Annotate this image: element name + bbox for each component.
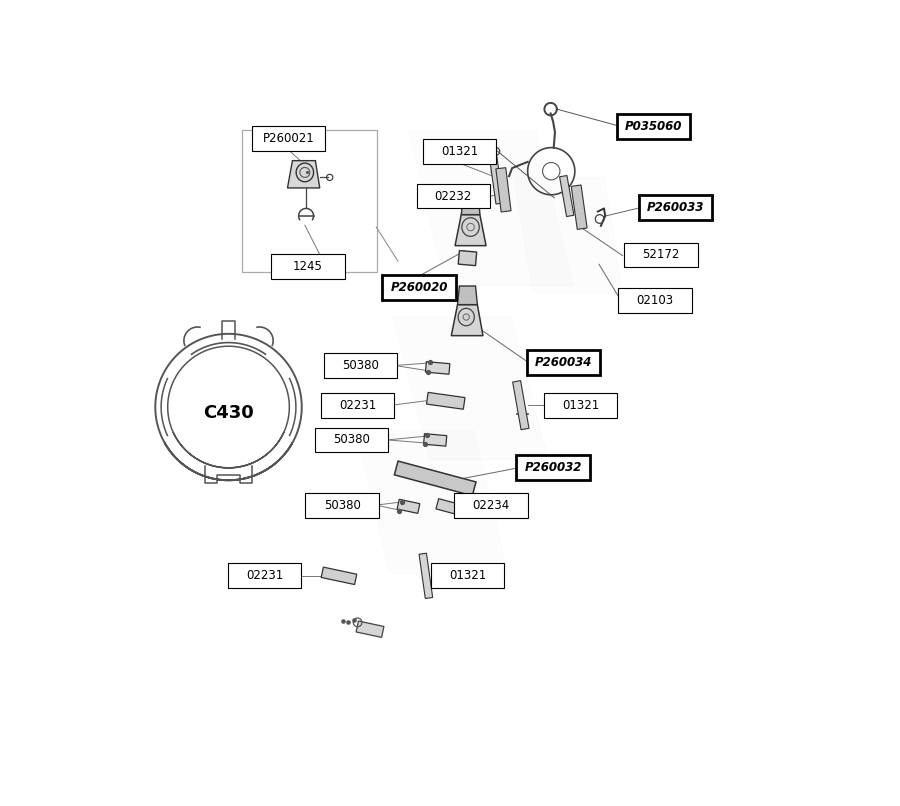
Polygon shape [424, 434, 446, 447]
FancyBboxPatch shape [625, 243, 698, 268]
Text: P260020: P260020 [391, 281, 447, 294]
Polygon shape [489, 151, 503, 204]
FancyBboxPatch shape [252, 126, 325, 151]
FancyBboxPatch shape [315, 427, 388, 452]
Polygon shape [436, 499, 472, 517]
Text: 02103: 02103 [636, 293, 673, 307]
Polygon shape [393, 317, 548, 459]
Polygon shape [496, 168, 511, 212]
FancyBboxPatch shape [321, 393, 394, 418]
FancyBboxPatch shape [544, 393, 617, 418]
FancyBboxPatch shape [618, 288, 691, 313]
Text: P260032: P260032 [525, 461, 581, 475]
Text: P260021: P260021 [263, 132, 315, 145]
Text: P260034: P260034 [535, 355, 592, 369]
Polygon shape [427, 393, 465, 409]
Polygon shape [397, 499, 419, 513]
Text: 1245: 1245 [293, 260, 323, 273]
Text: 02231: 02231 [339, 399, 376, 412]
Polygon shape [356, 430, 508, 573]
Polygon shape [451, 305, 483, 335]
Polygon shape [321, 567, 356, 584]
Text: 50380: 50380 [333, 434, 370, 447]
FancyBboxPatch shape [242, 130, 377, 272]
Polygon shape [458, 251, 477, 266]
Text: P035060: P035060 [625, 120, 682, 133]
FancyBboxPatch shape [617, 114, 690, 139]
Polygon shape [455, 214, 486, 246]
Text: 50380: 50380 [342, 359, 379, 372]
Polygon shape [356, 621, 384, 638]
Text: C430: C430 [203, 405, 254, 422]
Polygon shape [514, 177, 623, 293]
Text: 52172: 52172 [643, 248, 680, 261]
FancyBboxPatch shape [228, 563, 302, 588]
Polygon shape [426, 362, 450, 374]
Polygon shape [394, 461, 476, 496]
FancyBboxPatch shape [305, 492, 379, 517]
FancyBboxPatch shape [271, 255, 345, 279]
FancyBboxPatch shape [431, 563, 504, 588]
Polygon shape [572, 185, 587, 230]
Polygon shape [287, 160, 320, 188]
FancyBboxPatch shape [324, 353, 397, 378]
Polygon shape [560, 176, 574, 217]
FancyBboxPatch shape [417, 184, 490, 209]
Polygon shape [513, 380, 529, 430]
Text: P260033: P260033 [647, 201, 704, 214]
Polygon shape [419, 553, 433, 599]
Polygon shape [457, 286, 477, 305]
Text: 01321: 01321 [449, 569, 486, 583]
FancyBboxPatch shape [639, 195, 712, 219]
FancyBboxPatch shape [423, 139, 496, 164]
Text: 02234: 02234 [472, 499, 509, 512]
Text: 01321: 01321 [441, 145, 478, 158]
Text: 50380: 50380 [324, 499, 361, 512]
FancyBboxPatch shape [517, 455, 590, 480]
Text: 01321: 01321 [562, 399, 599, 412]
FancyBboxPatch shape [527, 350, 600, 375]
Text: 02231: 02231 [246, 569, 284, 583]
Polygon shape [461, 193, 480, 214]
Polygon shape [409, 131, 573, 286]
Text: 02232: 02232 [435, 189, 472, 202]
FancyBboxPatch shape [454, 492, 527, 517]
FancyBboxPatch shape [382, 276, 455, 301]
